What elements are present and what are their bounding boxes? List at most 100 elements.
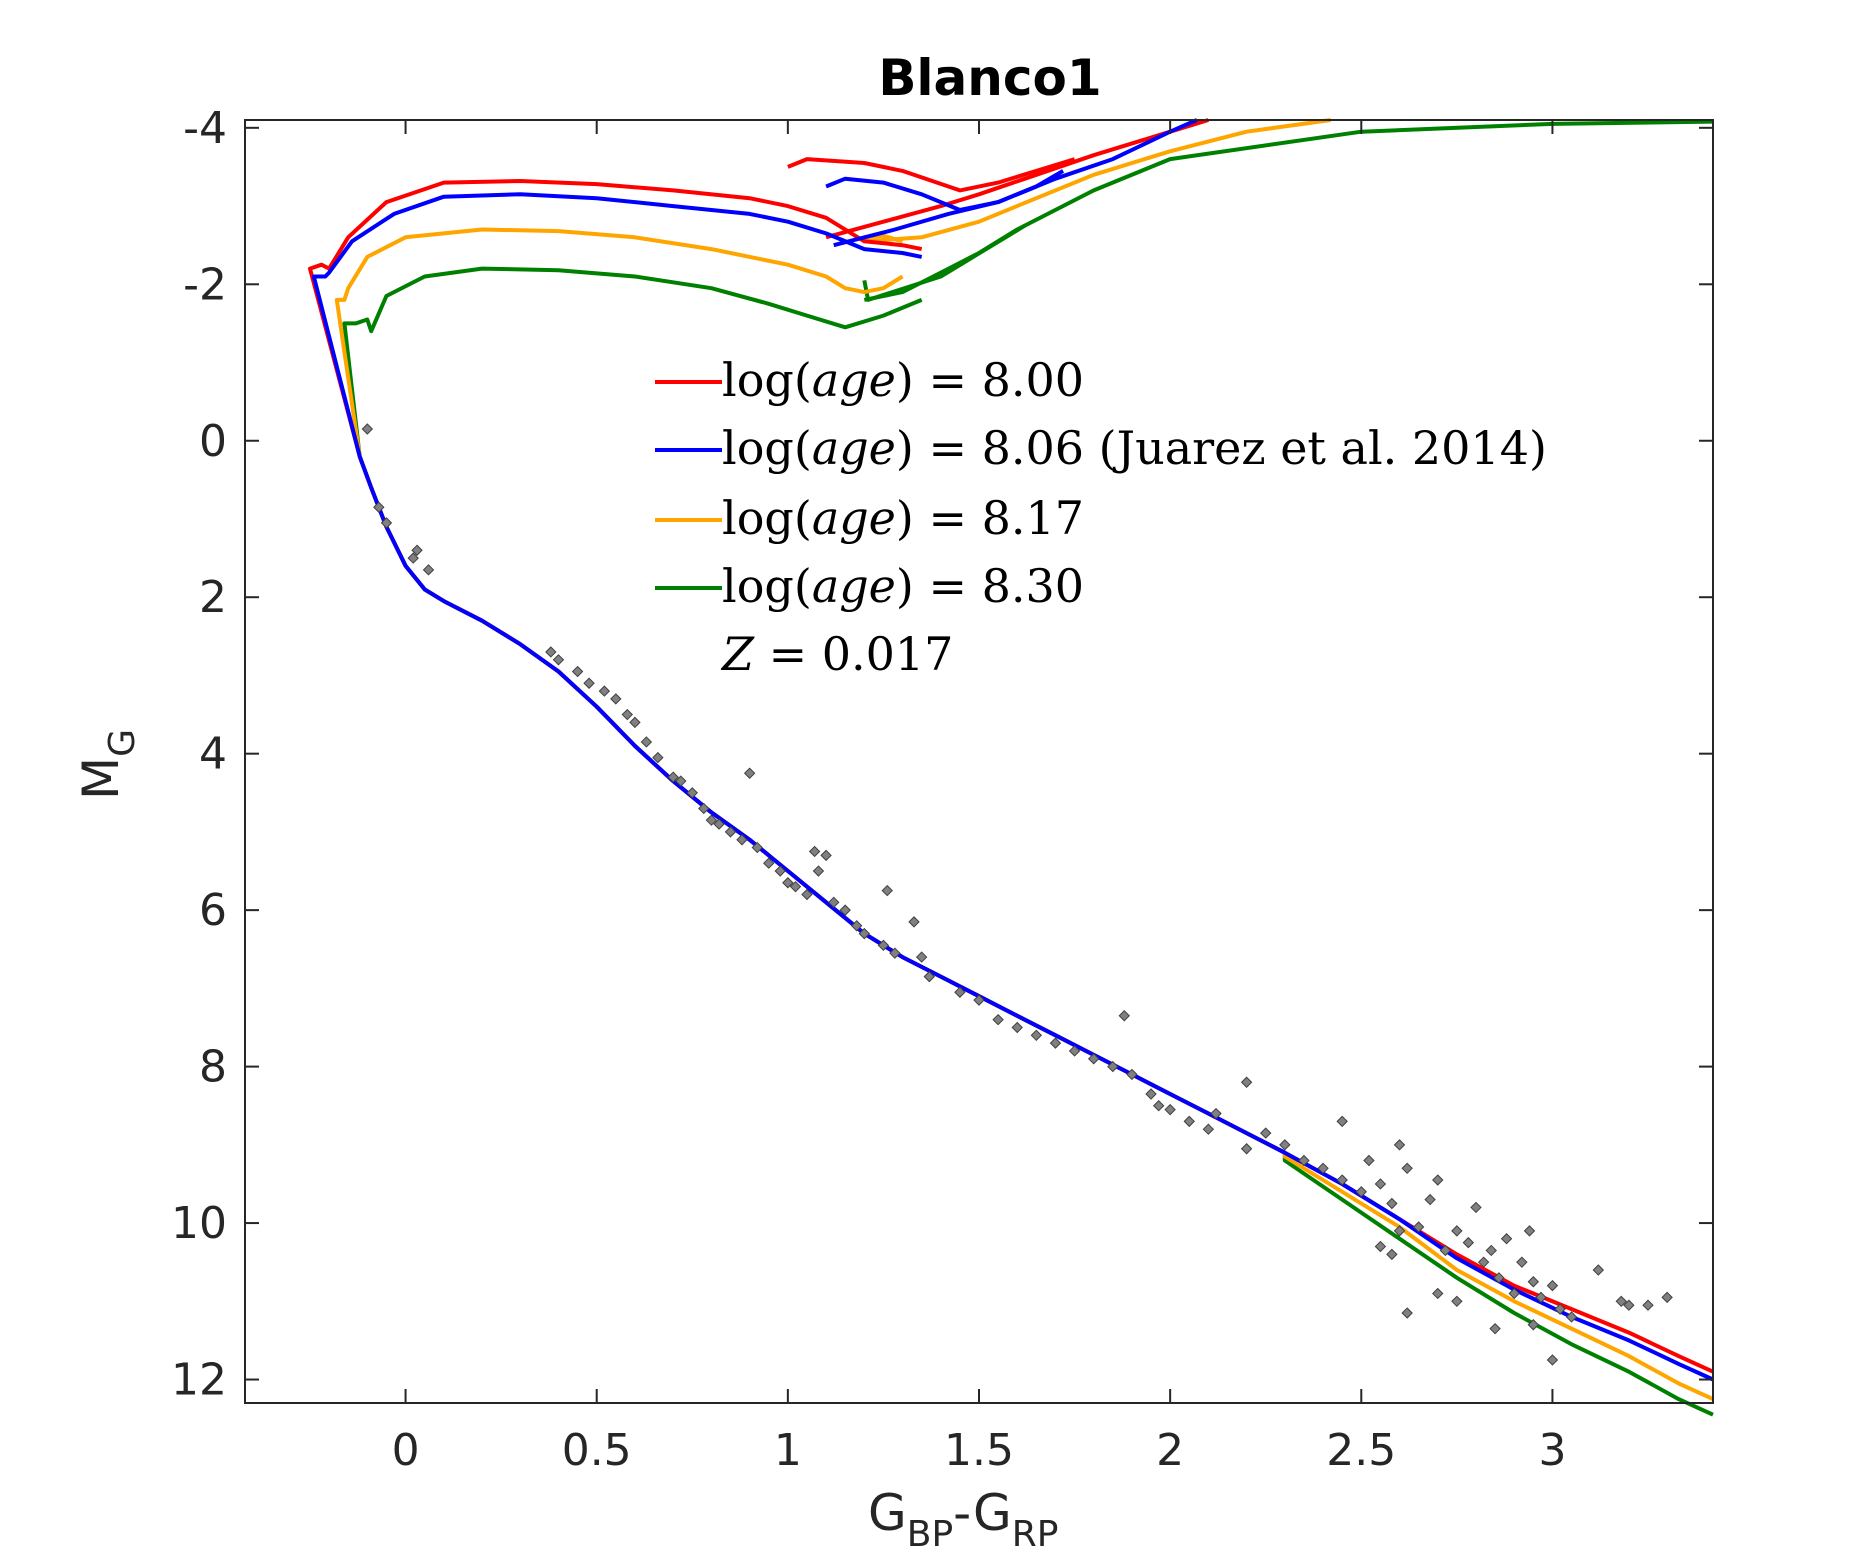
star-point — [1374, 1240, 1387, 1253]
star-point — [1336, 1115, 1348, 1128]
star-point — [877, 939, 890, 952]
star-point — [1126, 1068, 1138, 1081]
star-point — [411, 544, 423, 556]
chart-title: Blanco1 — [878, 49, 1101, 107]
star-point — [1615, 1295, 1627, 1308]
isochrone-clump — [825, 169, 1065, 212]
x-axis-title-dash: - — [953, 1484, 973, 1542]
star-point — [923, 970, 936, 983]
star-point — [686, 787, 698, 799]
star-point — [1393, 1225, 1406, 1237]
star-point — [1489, 1322, 1501, 1335]
x-axis-title-sub1: BP — [907, 1514, 953, 1555]
legend-label-4-italic: age — [812, 559, 896, 613]
x-tick-label: 0.5 — [562, 1425, 632, 1476]
legend-label-2-suffix: ) = 8.06 (Juarez et al. 2014) — [896, 421, 1547, 475]
star-point — [850, 920, 863, 932]
star-point — [1642, 1299, 1654, 1311]
star-point — [858, 927, 871, 940]
star-point — [1424, 1193, 1436, 1206]
star-point — [373, 501, 385, 513]
isochrone-layer — [308, 118, 1714, 1417]
series-2 — [311, 118, 1714, 1382]
star-point — [571, 665, 584, 678]
legend-entry-2: log(age) = 8.06 (Juarez et al. 2014) — [655, 421, 1547, 475]
legend-label-3-italic: age — [812, 491, 896, 545]
axis-ticks: 0 0.5 1 1.5 2 2.5 3 -4 -2 0 2 4 6 8 10 12 — [171, 103, 1713, 1476]
legend-label-4-suffix: ) = 8.30 — [896, 559, 1084, 613]
star-point — [1279, 1139, 1291, 1151]
star-point — [789, 880, 802, 893]
y-tick-label: 4 — [199, 729, 227, 780]
star-point — [1107, 1060, 1119, 1073]
star-point — [992, 1013, 1004, 1026]
star-point — [640, 736, 653, 748]
x-axis-title: GBP-GRP — [868, 1484, 1059, 1555]
star-point — [713, 818, 725, 830]
star-point — [743, 767, 756, 779]
star-point — [1183, 1115, 1195, 1128]
star-point — [801, 888, 813, 901]
star-point — [1412, 1221, 1425, 1233]
svg-text:log(age) = 8.00: log(age) = 8.00 — [722, 353, 1084, 407]
star-point — [629, 716, 641, 729]
star-point — [1439, 1244, 1452, 1257]
star-point — [652, 751, 664, 764]
star-point — [1336, 1174, 1348, 1186]
star-point — [1546, 1354, 1559, 1366]
star-point — [1386, 1197, 1398, 1210]
star-point — [1508, 1287, 1520, 1300]
legend-label-4-prefix: log( — [722, 559, 812, 613]
isochrone-line — [311, 192, 1714, 1382]
legend-label-1-prefix: log( — [722, 353, 812, 407]
star-point — [808, 845, 821, 858]
svg-text:log(age) = 8.30: log(age) = 8.30 — [722, 559, 1084, 613]
star-point — [782, 877, 794, 889]
legend-metallicity-value: = 0.017 — [754, 627, 953, 681]
legend-label-3-suffix: ) = 8.17 — [896, 491, 1084, 545]
star-point — [763, 857, 775, 869]
star-point — [1470, 1201, 1482, 1214]
star-point — [1527, 1276, 1540, 1288]
y-tick-label: 10 — [171, 1198, 227, 1249]
star-point — [1210, 1107, 1222, 1120]
star-point — [1152, 1100, 1165, 1112]
star-point — [915, 951, 928, 963]
star-point — [1477, 1256, 1490, 1268]
x-tick-label: 0 — [392, 1425, 420, 1476]
star-point — [422, 564, 435, 576]
legend-label-2-italic: age — [812, 421, 896, 475]
star-point — [1164, 1103, 1176, 1116]
star-point — [1462, 1236, 1475, 1249]
star-point — [621, 708, 633, 721]
star-point — [1661, 1291, 1673, 1304]
star-point — [1592, 1264, 1605, 1276]
legend-label-1-italic: age — [812, 353, 896, 407]
y-tick-label: -2 — [183, 259, 227, 310]
star-point — [545, 646, 557, 658]
star-point — [675, 775, 687, 787]
star-point — [1145, 1088, 1157, 1100]
isochrone-giant-branch — [864, 118, 1331, 244]
y-axis-title-sub: G — [102, 729, 143, 757]
star-point — [889, 947, 901, 959]
svg-text:log(age) = 8.17: log(age) = 8.17 — [722, 491, 1084, 545]
star-point — [552, 654, 565, 666]
star-point — [1240, 1143, 1253, 1155]
star-point — [774, 865, 786, 877]
star-point — [698, 802, 710, 815]
star-point — [881, 884, 893, 897]
x-axis-title-sub2: RP — [1012, 1514, 1059, 1555]
star-point — [1401, 1307, 1413, 1319]
y-tick-label: 0 — [199, 416, 227, 467]
star-point — [1049, 1037, 1062, 1049]
legend-label-3-prefix: log( — [722, 491, 812, 545]
star-point — [1202, 1123, 1215, 1135]
star-point — [954, 986, 966, 998]
star-point — [1623, 1299, 1635, 1311]
y-axis-title-m: M — [72, 757, 130, 800]
x-tick-label: 1.5 — [944, 1425, 1014, 1476]
star-point — [1068, 1045, 1081, 1057]
isochrone-clump — [787, 157, 1076, 193]
